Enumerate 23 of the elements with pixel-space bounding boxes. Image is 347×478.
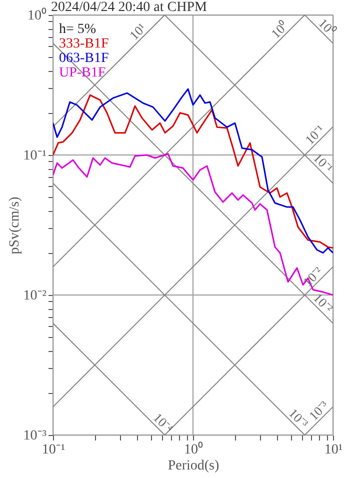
annotation: 10¹ xyxy=(126,20,149,43)
annotation: 10⁻³ xyxy=(286,405,312,431)
annotation: 10⁻¹ xyxy=(302,122,328,148)
y-axis-title: pSv(cm/s) xyxy=(7,196,22,254)
y-tick-label: 10⁻² xyxy=(23,288,46,304)
annotation: h= 5% xyxy=(59,22,96,37)
text: 063-B1F xyxy=(59,51,109,66)
chart-title: 2024/04/24 20:40 at CHPM xyxy=(51,0,208,15)
text: UP-B1F xyxy=(59,66,106,80)
annotation: 10⁻² xyxy=(310,290,336,316)
annotation: 10⁻² xyxy=(300,264,326,290)
x-tick-label: 10⁻¹ xyxy=(42,442,66,458)
y-tick-label: 10⁻³ xyxy=(23,428,46,444)
x-axis-title: Period(s) xyxy=(168,458,220,474)
y-tick-label: 10⁻¹ xyxy=(23,148,46,164)
x-tick-label: 10⁰ xyxy=(184,442,203,458)
annotation: 10⁻⁴ xyxy=(150,410,177,436)
y-tick-label: 10⁰ xyxy=(28,8,46,24)
text: 333-B1F xyxy=(59,36,109,52)
annotation: 10⁻¹ xyxy=(310,150,336,176)
annotation: 10⁰ xyxy=(316,15,340,39)
x-tick-label: 10¹ xyxy=(324,442,343,458)
annotation: 10⁰ xyxy=(268,18,292,42)
